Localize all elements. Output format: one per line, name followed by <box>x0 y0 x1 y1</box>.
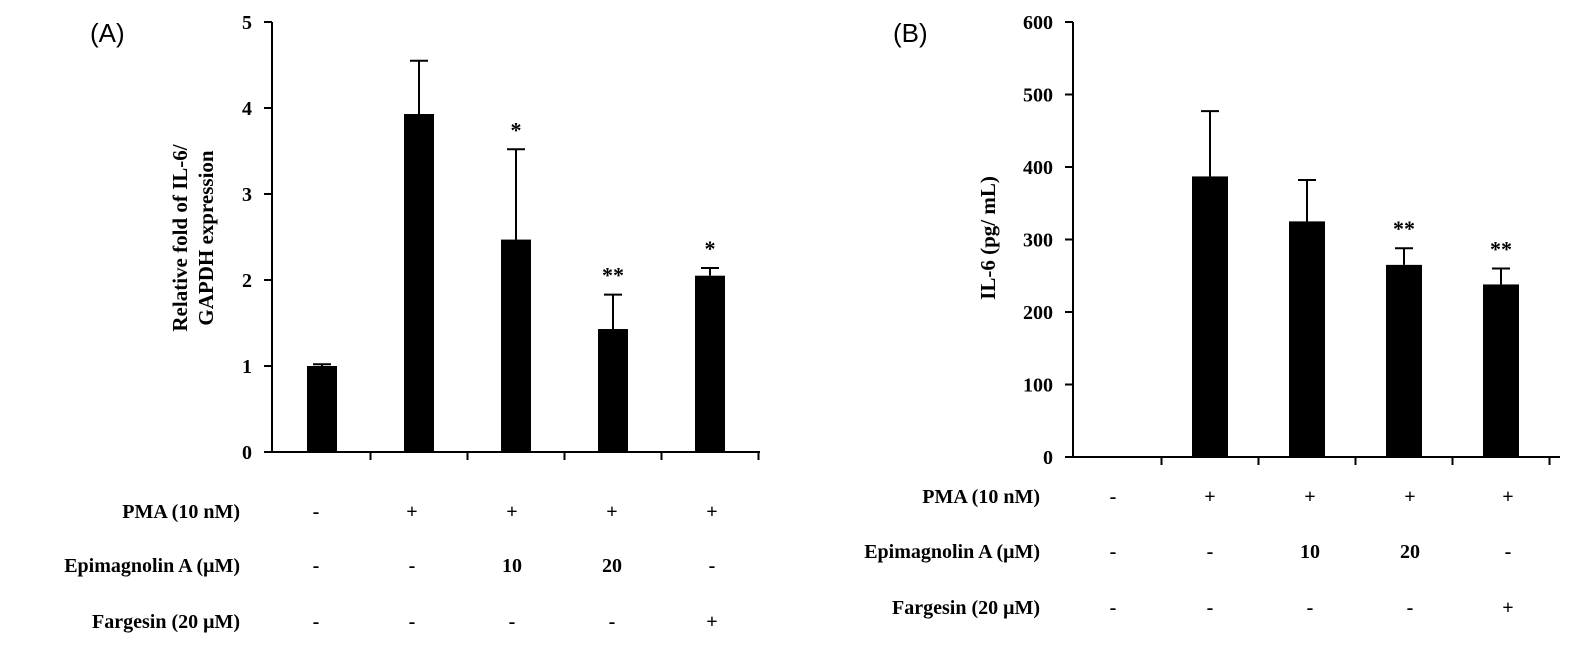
y-tick-label: 200 <box>1023 302 1053 324</box>
y-tick-label: 0 <box>242 442 252 464</box>
treatment-cell: - <box>409 611 416 633</box>
treatment-cell: - <box>1307 597 1314 619</box>
y-tick-label: 600 <box>1023 12 1053 34</box>
bar <box>695 275 725 452</box>
treatment-cell: - <box>1110 486 1117 508</box>
treatment-cell: 10 <box>502 555 522 577</box>
treatment-cell: - <box>313 555 320 577</box>
treatment-cell: + <box>706 611 717 633</box>
treatment-cell: - <box>1207 541 1214 563</box>
panel-letter: (B) <box>893 18 928 48</box>
bar <box>598 329 628 452</box>
y-tick-label: 4 <box>242 98 252 120</box>
treatment-cell: - <box>709 555 716 577</box>
treatment-row-label: PMA (10 nM) <box>922 486 1040 508</box>
y-axis-label: IL-6 (pg/ mL) <box>976 176 1000 300</box>
treatment-cell: 20 <box>1400 541 1420 563</box>
treatment-row-label: Epimagnolin A (μM) <box>864 541 1040 563</box>
y-tick-label: 400 <box>1023 157 1053 179</box>
y-tick-label: 300 <box>1023 230 1053 252</box>
treatment-cell: + <box>1304 486 1315 508</box>
treatment-cell: + <box>606 501 617 523</box>
treatment-cell: - <box>1407 597 1414 619</box>
treatment-row-label: PMA (10 nM) <box>122 501 240 523</box>
treatment-cell: + <box>1502 597 1513 619</box>
bar <box>1289 221 1325 457</box>
treatment-cell: - <box>1505 541 1512 563</box>
y-tick-label: 100 <box>1023 375 1053 397</box>
treatment-cell: - <box>313 501 320 523</box>
y-tick-label: 5 <box>242 12 252 34</box>
treatment-cell: + <box>506 501 517 523</box>
treatment-cell: - <box>313 611 320 633</box>
y-axis-label: GAPDH expression <box>194 150 218 326</box>
treatment-cell: - <box>1110 541 1117 563</box>
bar <box>404 114 434 453</box>
treatment-cell: 20 <box>602 555 622 577</box>
treatment-cell: - <box>1110 597 1117 619</box>
treatment-cell: + <box>1404 486 1415 508</box>
treatment-cell: + <box>1204 486 1215 508</box>
bar <box>1483 284 1519 457</box>
treatment-cell: - <box>509 611 516 633</box>
treatment-cell: + <box>406 501 417 523</box>
significance-marker: * <box>705 236 716 261</box>
panel-letter: (A) <box>90 18 125 48</box>
treatment-cell: + <box>706 501 717 523</box>
y-tick-label: 500 <box>1023 85 1053 107</box>
significance-marker: ** <box>1393 216 1415 241</box>
y-tick-label: 1 <box>242 356 252 378</box>
y-axis-label: Relative fold of IL-6/ <box>168 143 192 331</box>
treatment-cell: - <box>1207 597 1214 619</box>
bar <box>1192 176 1228 458</box>
y-tick-label: 0 <box>1043 447 1053 469</box>
treatment-cell: - <box>409 555 416 577</box>
panel-b: (B) 0 100 200 300 400 500 600 ** ** IL-6 (pg/ mL) P… <box>864 12 1560 619</box>
treatment-row-label: Epimagnolin A (μM) <box>64 555 240 577</box>
significance-marker: * <box>511 117 522 142</box>
bar <box>1386 264 1422 457</box>
treatment-cell: - <box>609 611 616 633</box>
treatment-row-label: Fargesin (20 μM) <box>892 597 1040 619</box>
treatment-cell: + <box>1502 486 1513 508</box>
y-tick-label: 3 <box>242 184 252 206</box>
bar <box>307 366 337 452</box>
bar <box>501 239 531 452</box>
treatment-cell: 10 <box>1300 541 1320 563</box>
treatment-row-label: Fargesin (20 μM) <box>92 611 240 633</box>
significance-marker: ** <box>602 263 624 288</box>
significance-marker: ** <box>1490 237 1512 262</box>
y-tick-label: 2 <box>242 270 252 292</box>
